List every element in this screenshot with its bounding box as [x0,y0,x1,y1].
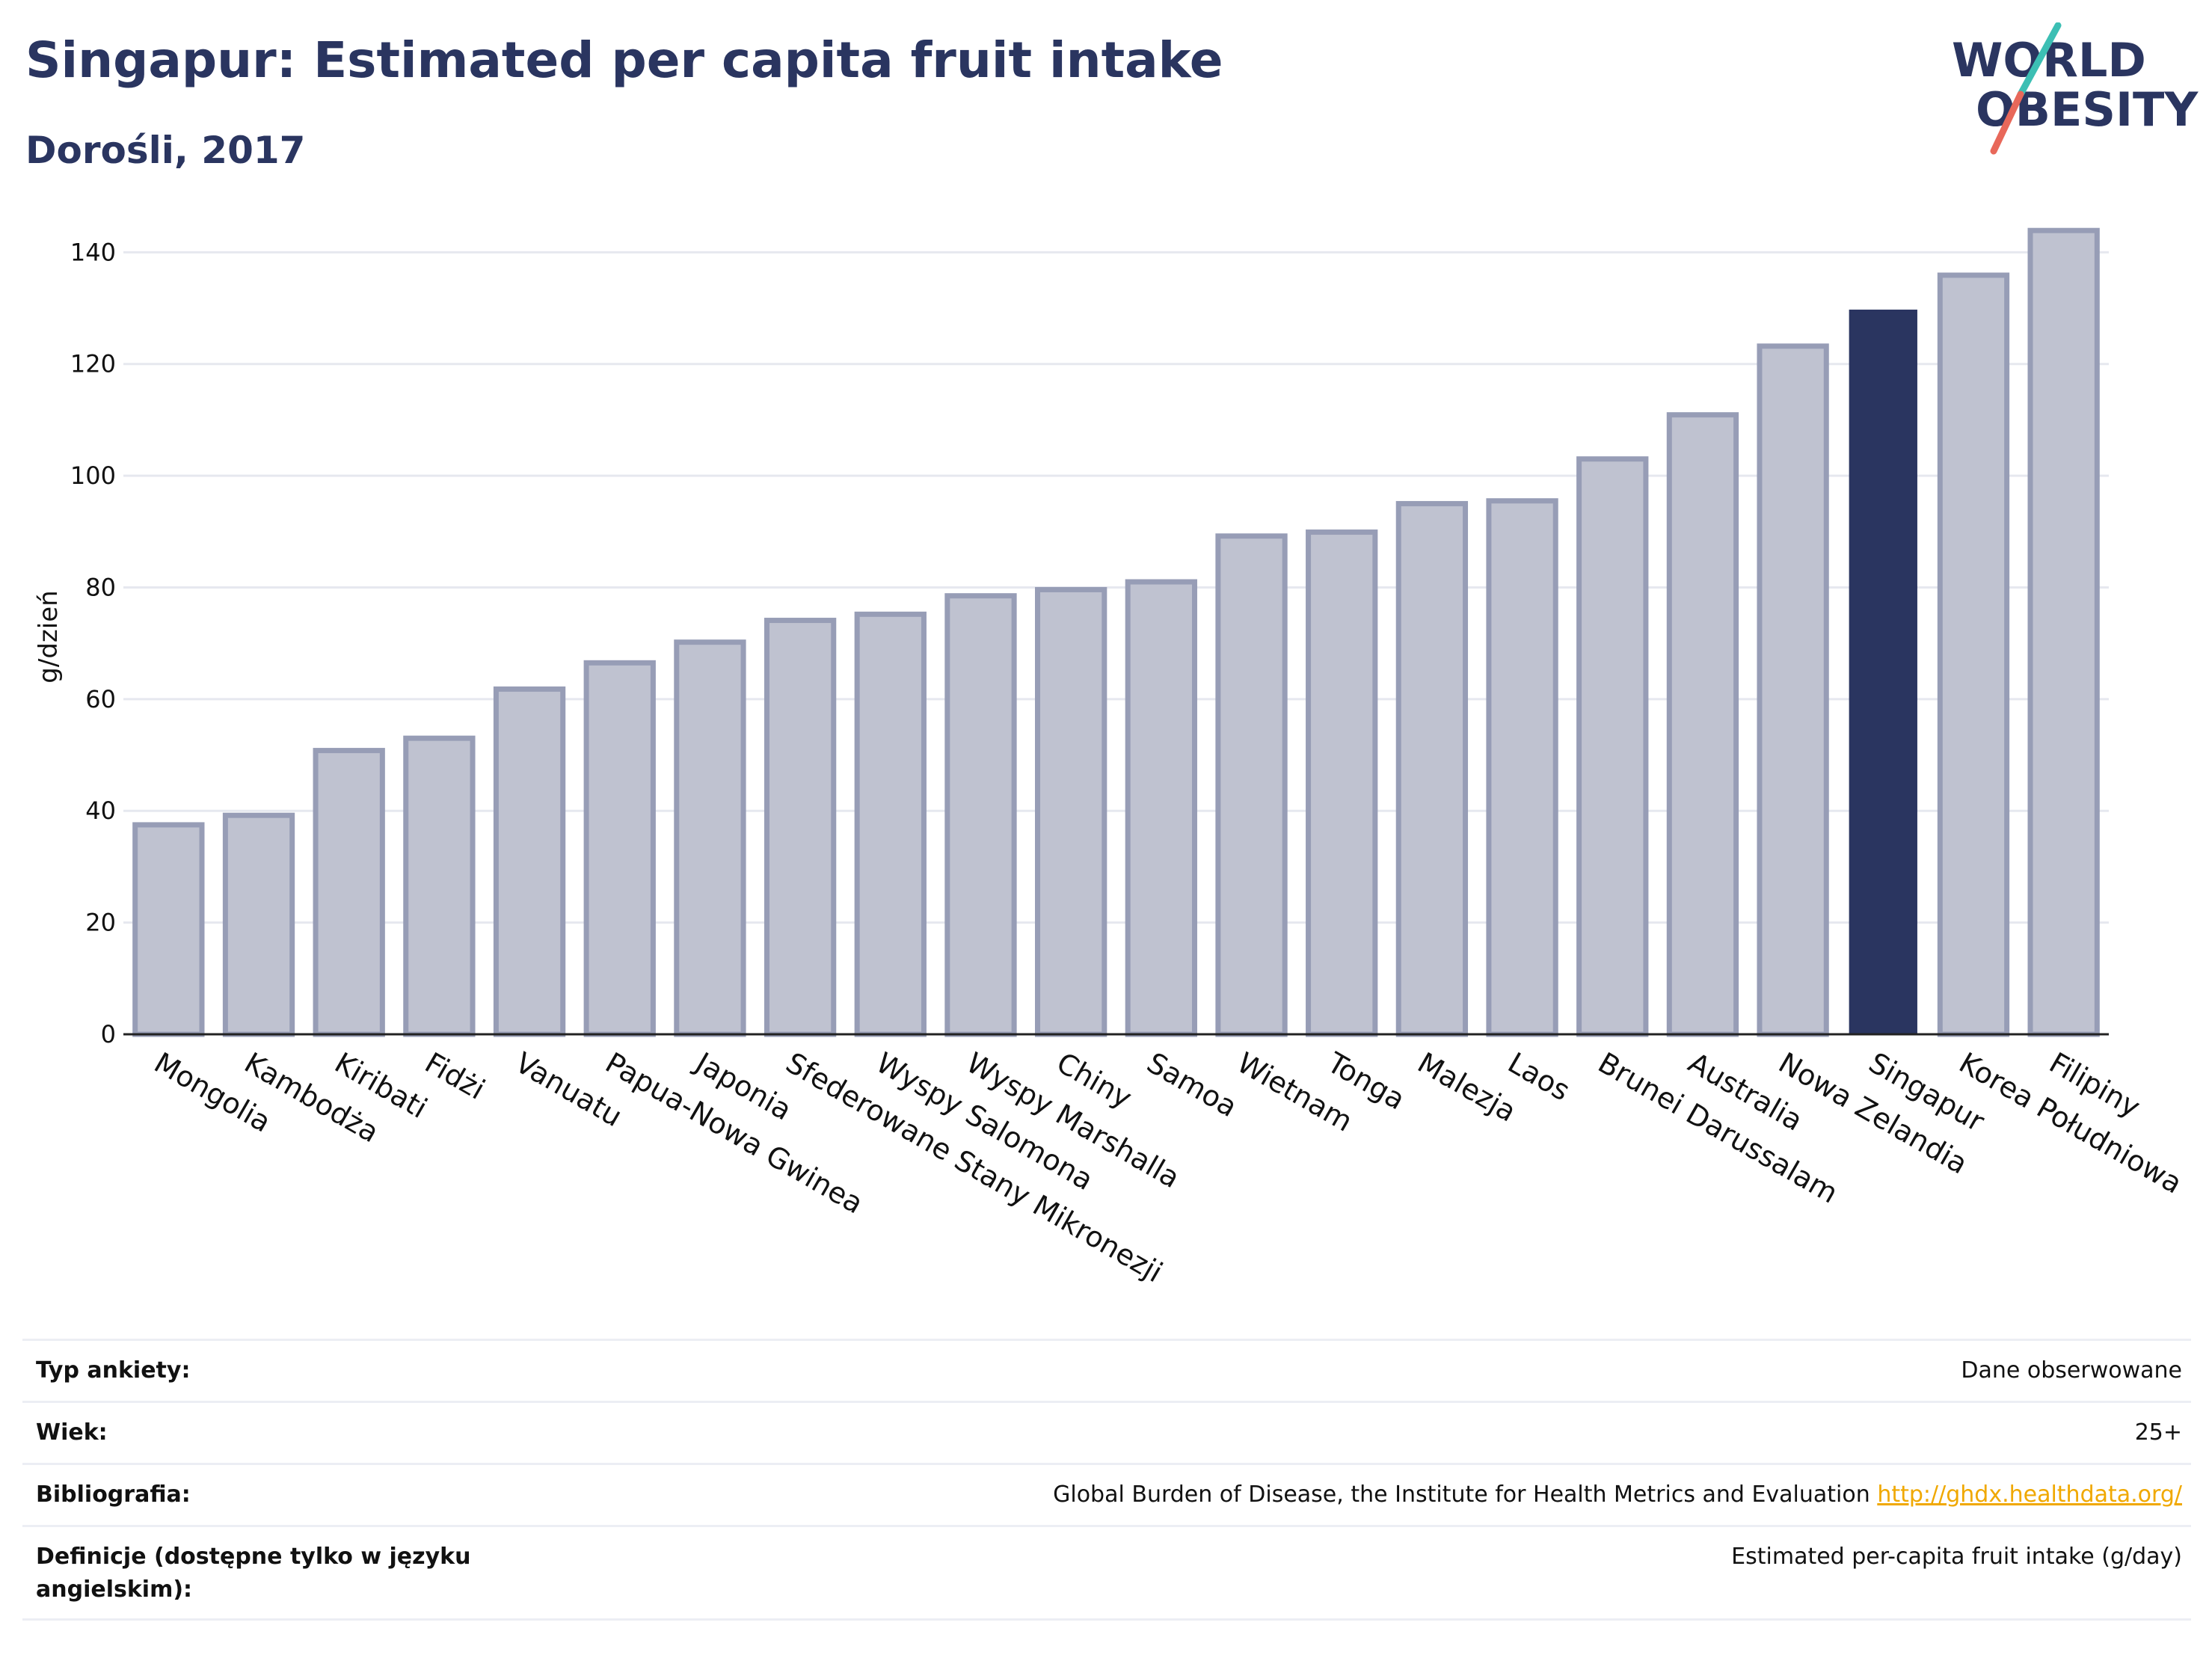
y-tick-label: 0 [101,1020,116,1048]
bar-singapur[interactable] [1849,310,1917,1035]
info-value: Dane obserwowane [1961,1357,2182,1384]
bar-malezja[interactable] [1395,500,1469,1037]
info-row-bibliography: Bibliografia: Global Burden of Disease, … [22,1463,2191,1525]
y-tick-label: 100 [70,461,116,490]
bar-kiribati[interactable] [313,748,385,1037]
info-value-group: Global Burden of Disease, the Institute … [1053,1465,2191,1511]
bar-wietnam[interactable] [1215,533,1288,1037]
info-row-age: Wiek: 25+ [22,1401,2191,1463]
info-value: 25+ [2134,1419,2182,1446]
bar-korea-po-udniowa[interactable] [1937,272,2010,1037]
info-label: Wiek: [36,1419,108,1446]
bar-wyspy-salomona[interactable] [854,611,927,1037]
y-tick-label: 40 [85,796,116,825]
bar-chart: 020406080100120140g/dzieńMongoliaKambodż… [34,227,2187,1289]
y-tick-label: 120 [70,350,116,378]
bibliography-text: Global Burden of Disease, the Institute … [1053,1481,1870,1508]
info-label: Typ ankiety: [36,1357,191,1384]
info-value: Estimated per-capita fruit intake (g/day… [1731,1544,2182,1570]
logo-slash-bottom [1990,90,2024,155]
bar-vanuatu[interactable] [493,686,566,1037]
page-title: Singapur: Estimated per capita fruit int… [25,31,1223,89]
bar-filipiny[interactable] [2027,227,2100,1037]
y-axis-title: g/dzień [34,590,64,683]
bar-kambod-a[interactable] [222,812,295,1037]
y-tick-label: 80 [85,573,116,601]
x-tick-label: Samoa [1141,1046,1242,1124]
bar-nowa-zelandia[interactable] [1757,343,1829,1037]
bar-papua-nowa-gwinea[interactable] [583,660,656,1037]
y-tick-label: 20 [85,909,116,937]
bar-sfederowane-stany-mikronezji[interactable] [764,618,837,1037]
world-obesity-logo: WORLD OBESITY [1952,22,2199,155]
bar-wyspy-marshalla[interactable] [944,593,1017,1037]
y-tick-label: 140 [70,238,116,266]
bar-japonia[interactable] [674,639,746,1037]
bar-tonga[interactable] [1306,529,1378,1037]
page-subtitle: Dorośli, 2017 [25,129,306,172]
info-label: Bibliografia: [36,1481,191,1508]
logo-slash-top [2017,22,2062,98]
info-row-survey: Typ ankiety: Dane obserwowane [22,1339,2191,1401]
bar-australia[interactable] [1666,412,1739,1037]
bar-samoa[interactable] [1125,579,1197,1037]
y-tick-label: 60 [85,685,116,713]
bibliography-link[interactable]: http://ghdx.healthdata.org/ [1877,1481,2182,1508]
bar-laos[interactable] [1486,498,1558,1037]
bar-brunei-darussalam[interactable] [1576,456,1649,1037]
info-label: Definicje (dostępne tylko w języku angie… [36,1544,471,1603]
bar-fid-i[interactable] [403,735,476,1037]
info-table: Typ ankiety: Dane obserwowane Wiek: 25+ … [22,1339,2191,1621]
bar-mongolia[interactable] [132,822,205,1037]
bar-chiny[interactable] [1035,586,1107,1037]
x-tick-label: Malezja [1412,1046,1522,1129]
info-row-definitions: Definicje (dostępne tylko w języku angie… [22,1525,2191,1621]
